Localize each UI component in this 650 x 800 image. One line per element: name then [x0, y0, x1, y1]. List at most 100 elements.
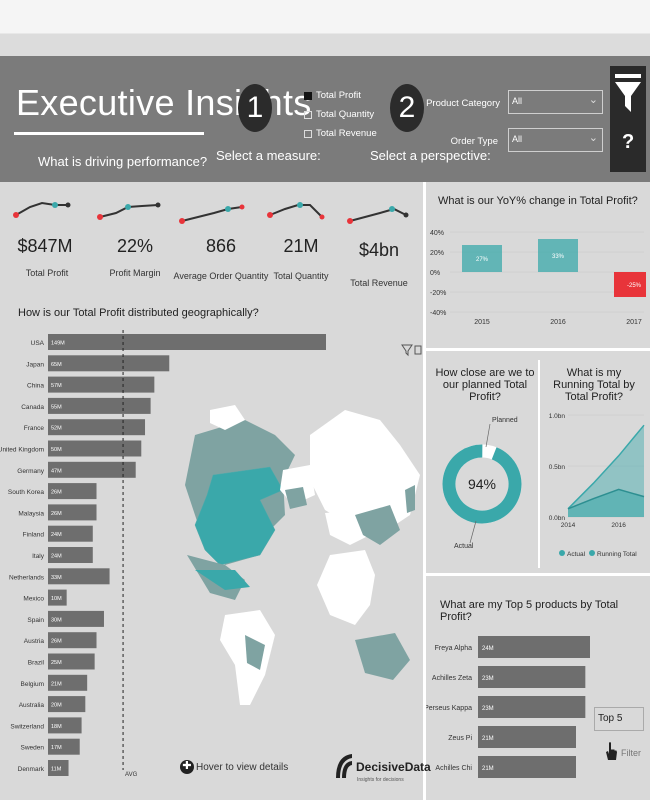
geo-chart-title: How is our Total Profit distributed geog… [18, 307, 259, 319]
actual-slice-label: Actual [454, 543, 474, 550]
country-bar [48, 376, 155, 393]
average-label: AVG [125, 772, 138, 778]
sparkline-total-revenue [347, 206, 409, 224]
planned-leader-line [485, 423, 491, 448]
country-bar [48, 738, 80, 755]
product-label: Achilles Zeta [432, 675, 472, 682]
country-bar-value: 33M [51, 575, 62, 581]
country-bar-value: 57M [51, 383, 62, 389]
country-label: Germany [17, 468, 44, 475]
logo-name: DecisiveData [356, 760, 431, 774]
kpi-value: $4bn [358, 240, 400, 260]
x-tick-label: 2016 [611, 522, 626, 529]
country-bar-value: 30M [51, 617, 62, 623]
product-bar-value: 23M [482, 706, 494, 712]
measure-option-total-profit[interactable]: Total Profit [304, 90, 361, 101]
measure-label: Total Revenue [316, 128, 377, 139]
country-bar-value: 26M [51, 511, 62, 517]
country-label: Denmark [18, 766, 45, 773]
y-tick-label: -20% [430, 290, 446, 297]
product-bar-value: 21M [482, 766, 494, 772]
step1-label: Select a measure: [216, 148, 321, 163]
yoy-bar [538, 239, 578, 272]
kpi-label: Average Order Quantity [173, 271, 269, 281]
country-label: Brazil [28, 660, 45, 667]
country-label: Australia [19, 702, 45, 709]
select-value: All [512, 96, 523, 106]
geo-bar-chart: USA 149M Japan 65M China 57M Canada 55M France 52… [0, 330, 326, 778]
y-tick-label: 0.0bn [549, 515, 566, 522]
country-bar [48, 334, 326, 350]
yoy-bar-chart: 40% 20% 0% -20% -40% 27% 2015 33% 2016 -25% 2017 [430, 230, 646, 326]
measure-option-total-quantity[interactable]: Total Quantity [304, 109, 374, 120]
japan-shape [405, 485, 415, 513]
donut-center-label: 94% [468, 476, 496, 492]
sparkline-average-order-quantity [179, 204, 245, 224]
logo-tagline: Insights for decisions [357, 777, 404, 783]
country-label: France [24, 425, 45, 432]
measure-checkbox-checked-icon[interactable] [304, 91, 312, 100]
country-bar [48, 483, 97, 500]
legend-marker [589, 550, 595, 556]
country-bar-value: 26M [51, 639, 62, 645]
page-subtitle: What is driving performance? [38, 154, 208, 169]
line-running-total [567, 424, 645, 510]
measure-checkbox-icon[interactable] [304, 129, 312, 138]
country-label: Switzerland [10, 723, 44, 730]
step2-label: Select a perspective: [370, 148, 491, 163]
greenland-shape [210, 405, 245, 430]
y-tick-label: 20% [430, 250, 444, 257]
country-bar [48, 589, 67, 606]
planned-slice-label: Planned [492, 417, 518, 424]
brazil-shape [245, 635, 265, 670]
top-n-select[interactable]: Top 5 [594, 707, 644, 731]
order-type-select[interactable]: All ⌄ [508, 128, 603, 152]
chevron-down-icon: ⌄ [588, 94, 598, 106]
top-strip [0, 0, 650, 34]
yoy-bar-value: 27% [476, 257, 489, 263]
country-bar-value: 55M [51, 404, 62, 410]
header [0, 56, 650, 182]
country-bar [48, 461, 136, 478]
hover-details-icon: ✚ [180, 760, 194, 774]
country-bar-value: 149M [51, 341, 65, 347]
country-bar [48, 568, 110, 585]
product-bar [478, 756, 576, 778]
world-map[interactable] [165, 405, 425, 715]
measure-option-total-revenue[interactable]: Total Revenue [304, 128, 377, 139]
vertical-divider [538, 360, 540, 568]
country-label: South Korea [8, 489, 45, 496]
select-value: All [512, 134, 523, 144]
help-icon[interactable]: ? [622, 131, 635, 153]
filter-label-product-category: Product Category [426, 98, 500, 109]
country-label: Austria [24, 638, 45, 645]
sparkline-total-profit [13, 201, 71, 218]
visual-header-icons[interactable] [400, 343, 422, 357]
hand-pointer-icon[interactable] [602, 740, 620, 762]
horizontal-divider [426, 573, 650, 576]
country-bar [48, 674, 88, 691]
title-underline [14, 132, 204, 135]
country-bar-value: 52M [51, 426, 62, 432]
yoy-bar-value: -25% [627, 283, 642, 289]
kpi-label: Profit Margin [109, 268, 161, 278]
country-bar-value: 26M [51, 490, 62, 496]
legend-label: Actual [567, 551, 586, 558]
running-total-title: What is my Running Total by Total Profit… [553, 367, 635, 403]
china-shape [355, 505, 400, 545]
country-bar-value: 11M [51, 767, 62, 773]
product-bar [478, 696, 586, 718]
filter-icon [401, 344, 413, 357]
top5-bar-chart: Freya Alpha 24M Achilles Zeta 23M Perseus Ka… [426, 636, 590, 778]
top5-chart-title: What are my Top 5 products by Total Prof… [440, 599, 619, 623]
product-category-select[interactable]: All ⌄ [508, 90, 603, 114]
country-label: Canada [21, 404, 44, 411]
legend-label: Running Total [597, 551, 637, 558]
funnel-icon[interactable] [613, 72, 643, 116]
sparkline-total-quantity [267, 202, 325, 220]
product-bar [478, 636, 590, 658]
yoy-bar [614, 272, 646, 297]
y-tick-label: 40% [430, 230, 444, 237]
measure-checkbox-icon[interactable] [304, 110, 312, 119]
